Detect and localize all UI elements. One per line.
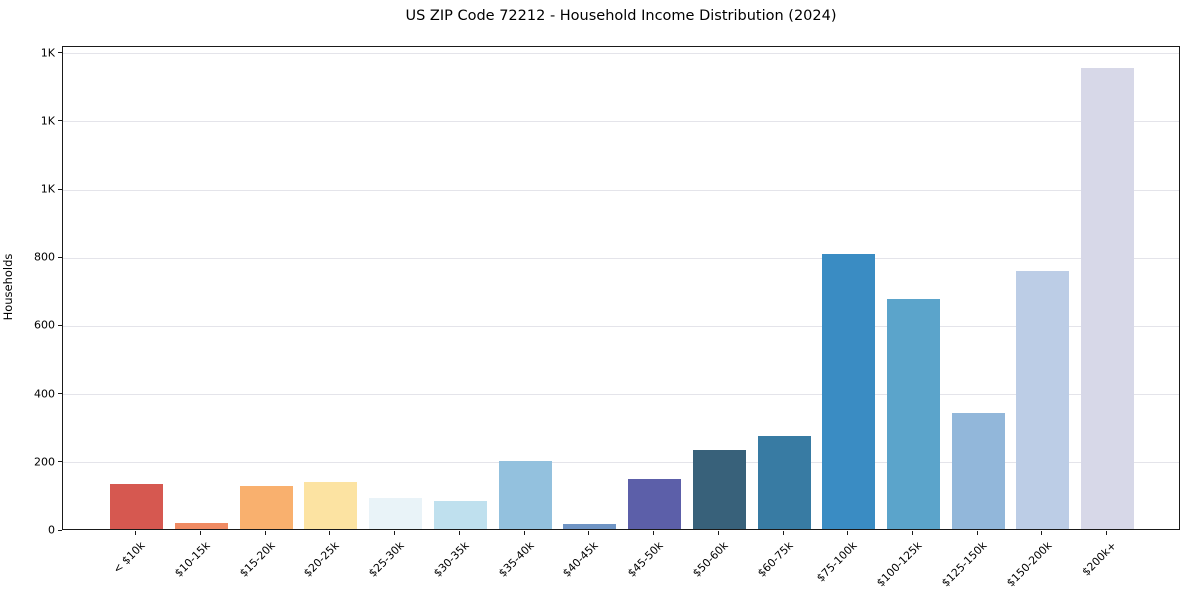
- y-tick-mark: [58, 461, 62, 463]
- x-tick-label: $10-15k: [171, 539, 213, 580]
- x-tick-label: $40-45k: [560, 539, 602, 580]
- bar-30-35k: [433, 501, 487, 529]
- x-tick-label: $35-40k: [495, 539, 537, 580]
- gridline: [63, 462, 1179, 464]
- y-tick-label: 1K: [40, 114, 55, 128]
- x-tick-label: < $10k: [110, 539, 148, 577]
- x-tick-mark: [1106, 531, 1108, 535]
- x-tick-label: $50-60k: [689, 539, 731, 580]
- bar-15-20k: [239, 486, 293, 529]
- x-tick-mark: [329, 531, 331, 535]
- y-tick-mark: [58, 256, 62, 258]
- x-tick-label: $15-20k: [236, 539, 278, 580]
- x-tick-mark: [458, 531, 460, 535]
- chart-title: US ZIP Code 72212 - Household Income Dis…: [405, 8, 837, 24]
- x-tick-mark: [911, 531, 913, 535]
- x-tick-label: $45-50k: [625, 539, 666, 580]
- bar-150-200k: [1016, 271, 1070, 529]
- x-tick-mark: [264, 531, 266, 535]
- x-tick-label: $60-75k: [754, 539, 796, 580]
- y-tick-label: 400: [34, 387, 55, 401]
- x-tick-label: $125-150k: [939, 539, 990, 590]
- bar-10k: [110, 484, 164, 529]
- x-tick-mark: [653, 531, 655, 535]
- bar-125-150k: [951, 413, 1005, 529]
- x-tick-label: $25-30k: [366, 539, 407, 580]
- gridline: [63, 257, 1179, 259]
- x-tick-mark: [717, 531, 719, 535]
- x-tick-mark: [394, 531, 396, 535]
- bar-45-50k: [628, 479, 682, 529]
- x-tick-label: $150-200k: [1003, 539, 1055, 590]
- bar-50-60k: [692, 450, 746, 529]
- x-tick-mark: [782, 531, 784, 535]
- gridline: [63, 325, 1179, 327]
- x-tick-label: $30-35k: [430, 539, 472, 580]
- x-tick-mark: [135, 531, 137, 535]
- y-tick-label: 0: [48, 523, 55, 537]
- bar-20-25k: [304, 482, 358, 529]
- bar-35-40k: [498, 461, 552, 529]
- bar-100-125k: [886, 299, 940, 529]
- y-tick-label: 200: [34, 455, 55, 469]
- x-tick-label: $20-25k: [301, 539, 343, 580]
- y-tick-mark: [58, 188, 62, 190]
- x-tick-label: $200k+: [1079, 539, 1119, 579]
- y-tick-mark: [58, 324, 62, 326]
- x-tick-mark: [1041, 531, 1043, 535]
- bar-200k: [1081, 68, 1135, 529]
- x-tick-label: $75-100k: [814, 539, 860, 585]
- y-tick-label: 1K: [40, 46, 55, 60]
- y-tick-label: 600: [34, 318, 55, 332]
- y-tick-mark: [58, 120, 62, 122]
- x-tick-mark: [523, 531, 525, 535]
- x-tick-mark: [847, 531, 849, 535]
- x-tick-mark: [976, 531, 978, 535]
- y-tick-label: 1K: [40, 182, 55, 196]
- y-tick-mark: [58, 52, 62, 54]
- y-tick-label: 800: [34, 250, 55, 264]
- y-tick-mark: [58, 393, 62, 395]
- bar-60-75k: [757, 436, 811, 529]
- gridline: [63, 394, 1179, 396]
- y-tick-mark: [58, 529, 62, 531]
- gridline: [63, 189, 1179, 191]
- bar-75-100k: [822, 254, 876, 529]
- y-axis-label: Households: [1, 253, 15, 321]
- x-tick-label: $100-125k: [874, 539, 925, 590]
- gridline: [63, 53, 1179, 55]
- x-tick-mark: [588, 531, 590, 535]
- x-tick-mark: [199, 531, 201, 535]
- bar-10-15k: [174, 523, 228, 529]
- gridline: [63, 121, 1179, 123]
- bar-25-30k: [369, 498, 423, 529]
- bar-40-45k: [563, 524, 617, 529]
- plot-area: [62, 46, 1180, 530]
